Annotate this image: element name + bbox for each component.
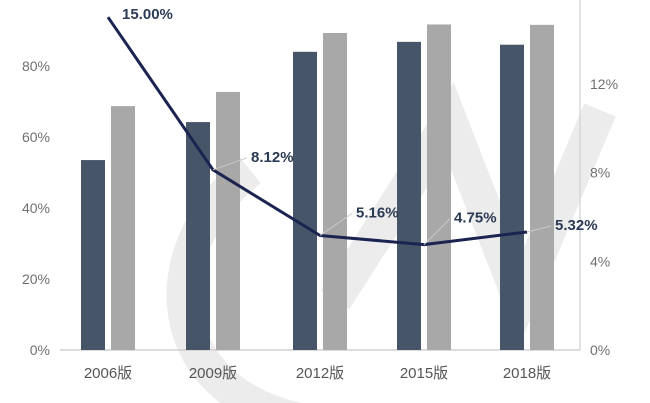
left-tick-label: 0%	[30, 342, 50, 358]
bar-2	[427, 24, 451, 351]
right-tick-label: 8%	[590, 165, 610, 181]
leader-line	[212, 157, 248, 171]
bar-2	[323, 32, 347, 351]
left-tick-label: 40%	[22, 200, 50, 216]
bar-2	[111, 106, 135, 351]
bar-1	[81, 160, 105, 350]
leader-line	[423, 218, 451, 245]
bar-1	[293, 51, 317, 351]
leader-line	[319, 213, 353, 236]
category-label: 2006版	[84, 365, 132, 382]
left-tick-label: 60%	[22, 129, 50, 145]
bar-1	[500, 44, 524, 350]
right-tick-label: 0%	[590, 342, 610, 358]
data-label: 5.32%	[555, 217, 598, 234]
right-tick-label: 4%	[590, 253, 610, 269]
category-label: 2015版	[400, 365, 448, 382]
bar-2	[216, 91, 240, 350]
watermark-stroke	[320, 82, 616, 346]
data-label: 5.16%	[356, 205, 399, 222]
bar-1	[397, 41, 421, 351]
watermark-stroke	[166, 156, 303, 403]
left-tick-label: 20%	[22, 271, 50, 287]
category-label: 2012版	[296, 365, 344, 382]
leader-line	[526, 225, 552, 233]
left-tick-label: 80%	[22, 58, 50, 74]
bar-2	[530, 24, 554, 350]
right-tick-label: 12%	[590, 76, 618, 92]
data-label: 4.75%	[454, 210, 497, 227]
data-label: 8.12%	[251, 149, 294, 166]
category-label: 2009版	[189, 365, 237, 382]
data-label: 15.00%	[122, 6, 173, 23]
left-tick-label: 100%	[14, 0, 50, 3]
category-label: 2018版	[503, 365, 551, 382]
data-labels: 15.00% 8.12% 5.16% 4.75% 5.32%	[122, 6, 598, 245]
bar-1	[186, 122, 210, 350]
watermark	[166, 82, 616, 403]
right-tick-label: 16%	[590, 0, 618, 3]
bars	[81, 24, 554, 351]
axes: 0% 20% 40% 60% 80% 100% 0% 4% 8% 12% 16% 2006版 2009版…	[14, 0, 618, 382]
